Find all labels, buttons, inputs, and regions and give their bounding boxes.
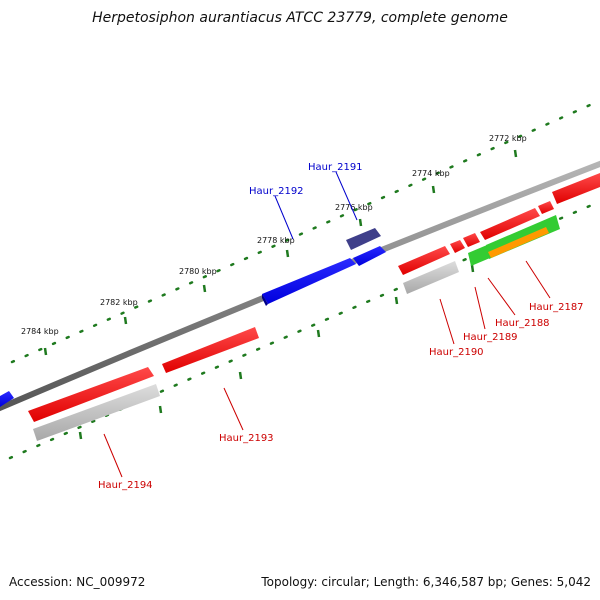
cds-haur-2194[interactable] [33,384,160,441]
callout-haur-2193 [223,387,244,431]
callout-haur-2191 [335,171,358,221]
cds-haur-2190[interactable] [403,261,459,294]
gene-haur-2192-shadow [262,294,268,306]
feature-green-left[interactable] [468,245,490,266]
gene-haur-2193[interactable] [162,327,259,373]
gene-haur-2191-rna[interactable] [346,228,381,250]
label-haur-2188[interactable]: Haur_2188 [495,318,550,329]
callout-haur-2190 [439,298,455,345]
label-haur-2194[interactable]: Haur_2194 [98,480,153,491]
callout-haur-2188 [487,277,516,316]
gene-haur-2191-blue[interactable] [353,246,386,266]
callout-haur-2192 [274,195,294,240]
callout-haur-2194 [103,433,123,478]
scale-ring-inner [8,203,594,460]
gene-right-edge-red[interactable] [552,173,600,204]
label-haur-2192[interactable]: Haur_2192 [249,186,304,197]
scale-label-2782: 2782 kbp [100,298,138,307]
scale-label-2778: 2778 kbp [257,236,295,245]
callout-haur-2187 [525,260,551,299]
feature-orange[interactable] [488,227,549,258]
gene-haur-2188-red[interactable] [463,233,480,247]
map-title: Herpetosiphon aurantiacus ATCC 23779, co… [92,10,508,26]
scale-ring-outer [10,103,592,364]
scale-label-2774: 2774 kbp [412,169,450,178]
gene-haur-2192[interactable] [262,258,356,304]
gene-haur-2189[interactable] [450,240,465,253]
label-haur-2189[interactable]: Haur_2189 [463,332,518,343]
accession-text: Accession: NC_009972 [9,575,146,589]
gene-small-red[interactable] [538,201,554,214]
scale-label-2776: 2776 kbp [335,203,373,212]
scale-label-2784: 2784 kbp [21,327,59,336]
gene-left-edge-blue[interactable] [0,391,14,407]
gene-haur-2190[interactable] [398,246,450,275]
genome-summary-text: Topology: circular; Length: 6,346,587 bp… [261,575,591,589]
label-haur-2187[interactable]: Haur_2187 [529,302,584,313]
major-ticks [43,149,518,440]
scale-label-2772: 2772 kbp [489,134,527,143]
gene-haur-2187-red[interactable] [480,208,540,240]
callout-haur-2189 [474,286,486,330]
scale-label-2780: 2780 kbp [179,267,217,276]
label-haur-2190[interactable]: Haur_2190 [429,347,484,358]
label-haur-2193[interactable]: Haur_2193 [219,433,274,444]
gene-haur-2194[interactable] [28,367,154,422]
label-haur-2191[interactable]: Haur_2191 [308,162,363,173]
